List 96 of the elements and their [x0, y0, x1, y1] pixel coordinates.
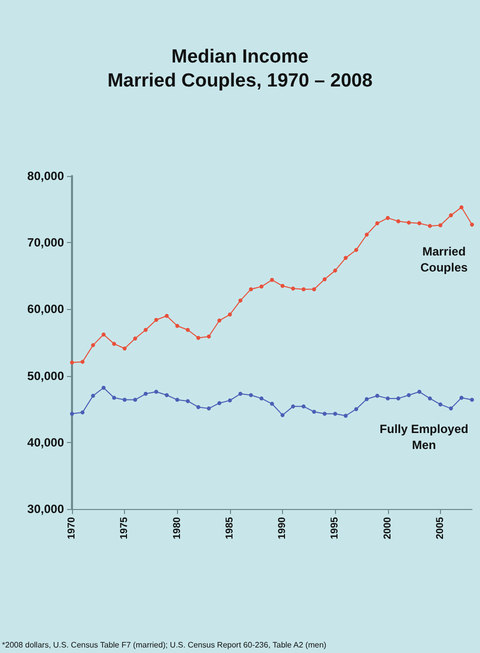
- point: [459, 396, 464, 400]
- point: [344, 414, 348, 418]
- point: [164, 393, 169, 398]
- point: [270, 402, 274, 406]
- point: [122, 346, 127, 350]
- point: [217, 401, 222, 406]
- point: [375, 221, 380, 226]
- point: [312, 410, 316, 414]
- point: [270, 278, 274, 282]
- point: [186, 399, 190, 404]
- point: [291, 286, 296, 291]
- x-tick-label: 1975: [119, 516, 130, 540]
- point: [333, 412, 338, 416]
- point: [175, 398, 180, 402]
- point: [302, 287, 306, 292]
- point: [70, 360, 74, 364]
- point: [154, 318, 158, 322]
- point: [175, 324, 180, 328]
- text: *2008 dollars, U.S. Census Table F7 (married); U.S. Census Report 60-236, Table A2 (men): [2, 640, 327, 650]
- point: [280, 284, 285, 288]
- point: [102, 332, 106, 337]
- point: [206, 334, 211, 339]
- point: [144, 328, 148, 332]
- point: [470, 398, 474, 402]
- point: [112, 396, 116, 400]
- point: [80, 360, 85, 364]
- point: [144, 392, 148, 396]
- x-tick-label: 1980: [172, 516, 183, 540]
- point: [248, 287, 253, 292]
- x-tick-label: 1970: [66, 516, 78, 540]
- point: [364, 232, 369, 237]
- point: [448, 213, 453, 218]
- point: [438, 402, 442, 406]
- point: [186, 328, 190, 332]
- y-tick-label: 50,000: [27, 368, 64, 383]
- point: [238, 392, 242, 396]
- point: [364, 397, 369, 402]
- point: [112, 342, 116, 346]
- y-tick-label: 60,000: [27, 302, 64, 316]
- y-tick-label: 70,000: [27, 236, 64, 250]
- point: [228, 312, 232, 317]
- point: [428, 224, 432, 228]
- series-label: Fully Employed Men: [380, 422, 468, 452]
- y-tick-label: 30,000: [27, 502, 64, 516]
- point: [259, 396, 264, 400]
- point: [70, 412, 74, 416]
- point: [312, 287, 316, 292]
- point: [196, 405, 200, 410]
- point: [448, 406, 453, 410]
- point: [470, 222, 474, 227]
- point: [302, 404, 306, 408]
- point: [259, 284, 264, 289]
- point: [354, 407, 358, 412]
- point: [291, 404, 296, 408]
- point: [322, 412, 327, 416]
- point: [396, 219, 400, 224]
- point: [164, 314, 169, 318]
- point: [406, 393, 411, 398]
- x-tick-label: 1985: [224, 516, 236, 540]
- point: [228, 398, 232, 402]
- point: [354, 248, 358, 252]
- point: [344, 256, 348, 260]
- point: [406, 220, 411, 225]
- point: [428, 396, 432, 400]
- point: [133, 398, 138, 402]
- series-label: Married Couples: [420, 244, 468, 275]
- x-tick-label: 1995: [330, 516, 341, 540]
- point: [154, 390, 158, 394]
- point: [80, 410, 85, 414]
- point: [91, 394, 96, 398]
- point: [333, 268, 338, 273]
- x-tick-label: 2005: [434, 516, 446, 540]
- point: [417, 221, 422, 226]
- point: [459, 205, 464, 210]
- x-tick-label: 1990: [277, 516, 288, 540]
- point: [238, 298, 242, 303]
- point: [248, 393, 253, 398]
- point: [386, 396, 390, 400]
- point: [196, 336, 200, 340]
- point: [375, 394, 380, 398]
- point: [91, 343, 96, 348]
- point: [386, 216, 390, 220]
- point: [322, 277, 327, 282]
- point: [396, 396, 400, 400]
- x-tick-label: 2000: [382, 516, 394, 540]
- point: [438, 223, 442, 228]
- point: [280, 413, 285, 418]
- point: [133, 336, 138, 341]
- point: [122, 398, 127, 402]
- point: [217, 318, 222, 323]
- point: [417, 390, 422, 394]
- y-tick-label: 40,000: [27, 435, 64, 450]
- point: [102, 386, 106, 390]
- y-tick-label: 80,000: [27, 169, 64, 183]
- point: [206, 406, 211, 410]
- chart-title: Median Income Married Couples, 1970 – 2008: [107, 46, 373, 92]
